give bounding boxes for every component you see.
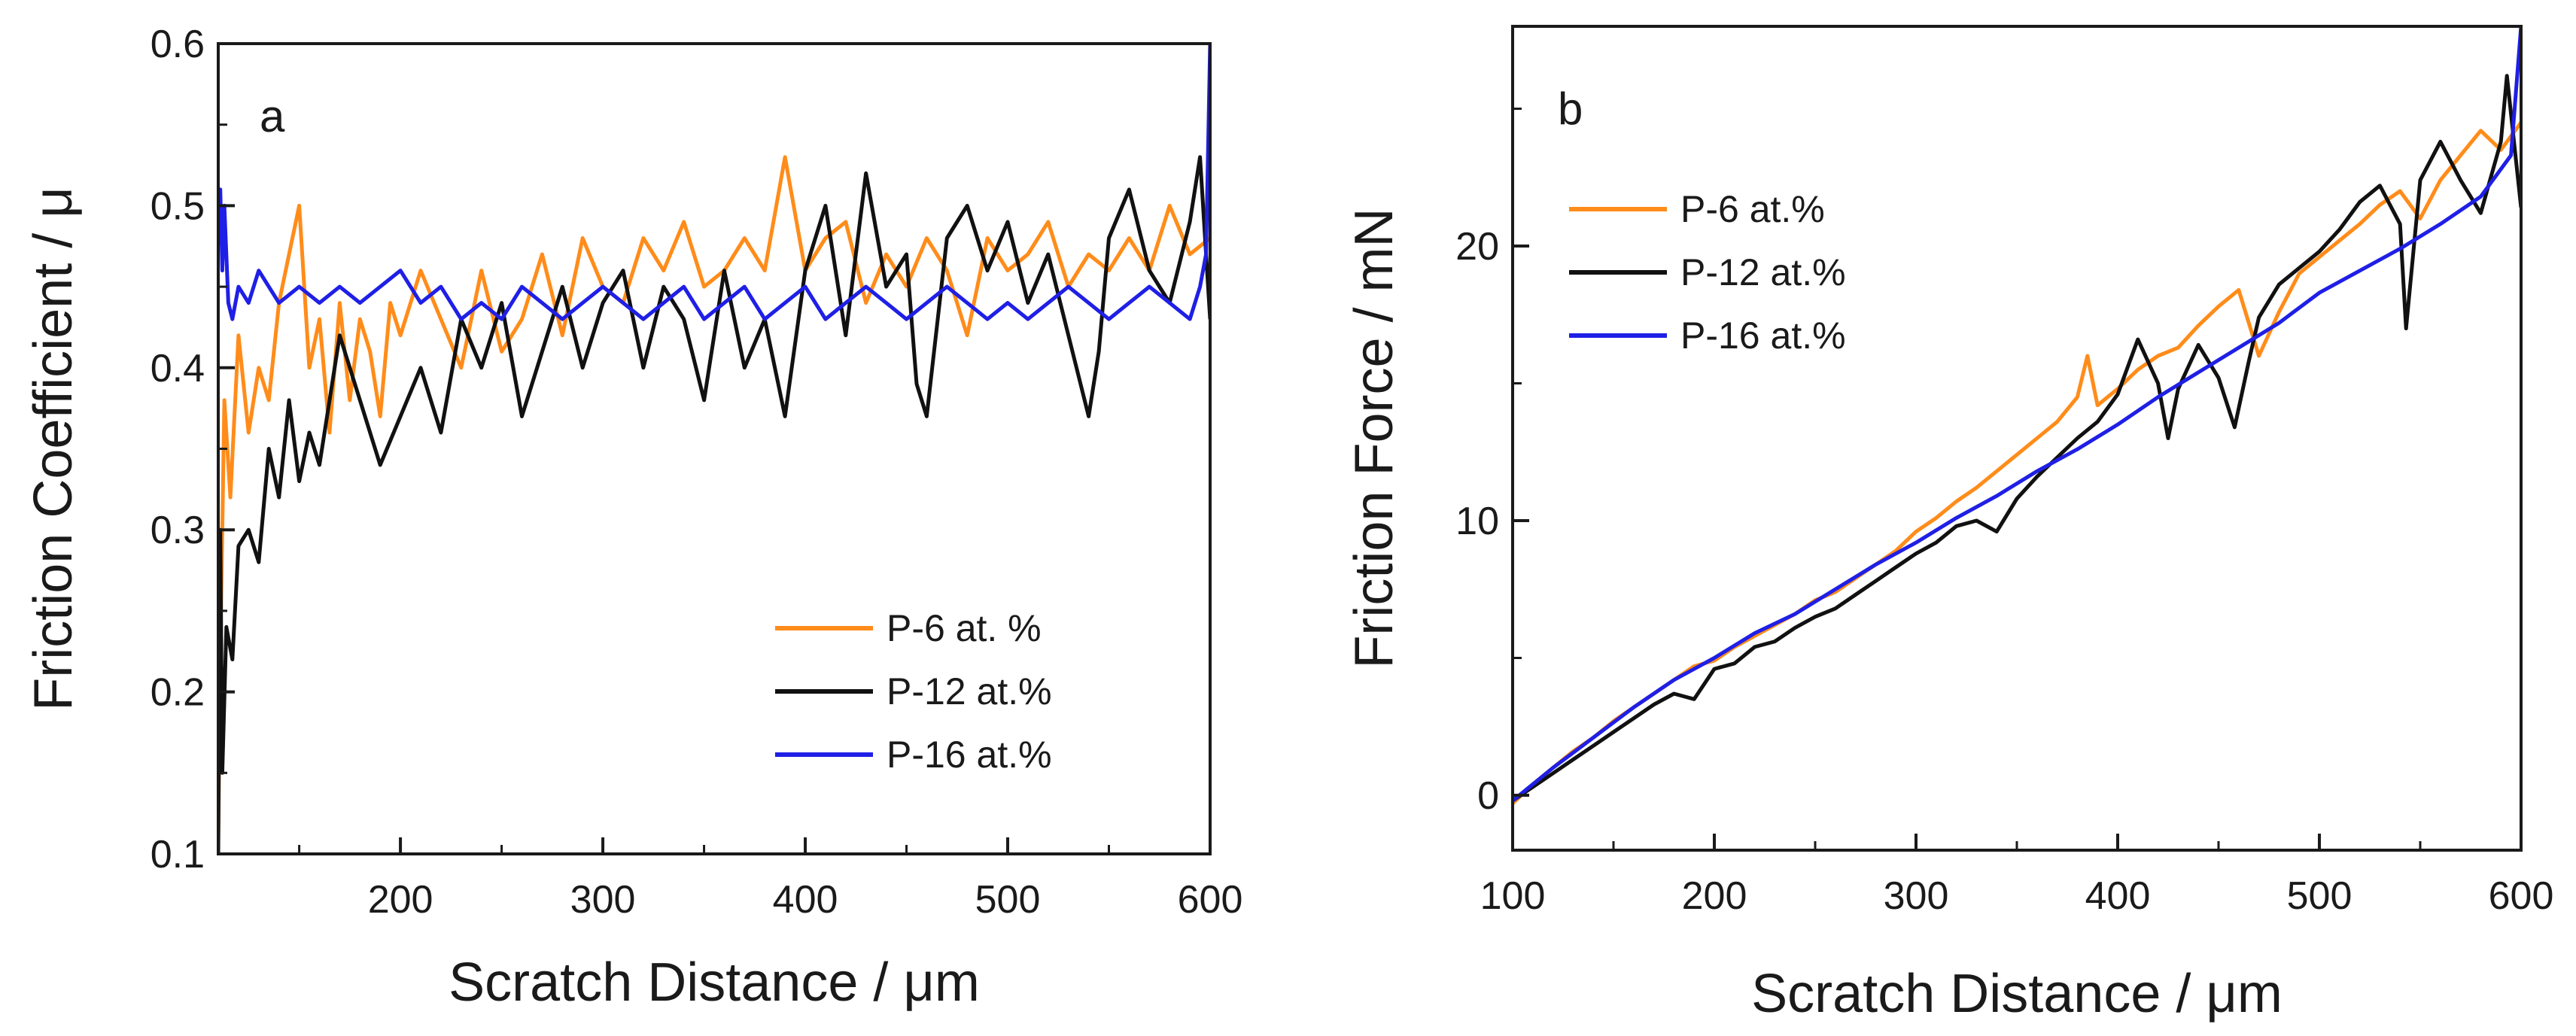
x-tick-label: 300 [570, 878, 636, 922]
series-line-1 [1513, 121, 2521, 805]
y-tick-label: 0.5 [151, 184, 205, 228]
legend-label-3: P-16 at.% [887, 734, 1052, 776]
x-tick-label: 400 [2085, 874, 2151, 918]
x-tick-label: 400 [773, 878, 838, 922]
x-tick-label: 500 [975, 878, 1041, 922]
y-tick-label: 0.4 [151, 347, 205, 390]
legend-label-1: P-6 at.% [1680, 188, 1825, 230]
series-line-2 [1513, 74, 2521, 803]
panel-label: b [1558, 84, 1583, 134]
series-line-1 [218, 155, 1210, 838]
panel-b-chart: 100 200 300 400 500 600 0 10 20 Scratch Distance … [1344, 25, 2554, 1024]
x-tick-label: 300 [1884, 874, 1949, 918]
x-tick-label: 600 [2489, 874, 2554, 918]
y-tick-label: 0.1 [151, 833, 205, 876]
legend-label-2: P-12 at.% [887, 670, 1052, 712]
panel-label: a [260, 91, 285, 141]
panel-a-chart: 200 300 400 500 600 0.1 0.2 0.3 0.4 0.5 0.6 Scratch… [23, 23, 1242, 1013]
x-tick-label: 100 [1480, 874, 1546, 918]
y-axis-title: Friction Force / mN [1344, 208, 1404, 668]
series-line-3 [1513, 26, 2521, 803]
legend-label-2: P-12 at.% [1680, 251, 1846, 293]
x-axis-title: Scratch Distance / μm [1751, 964, 2283, 1024]
y-axis-title: Friction Coefficient / μ [23, 187, 84, 710]
y-tick-label: 0.3 [151, 509, 205, 552]
x-tick-label: 200 [1682, 874, 1747, 918]
y-tick-label: 10 [1455, 500, 1499, 543]
legend-label-3: P-16 at.% [1680, 314, 1846, 357]
x-tick-label: 200 [368, 878, 433, 922]
y-tick-label: 20 [1455, 225, 1499, 269]
plot-frame [217, 42, 1212, 855]
x-axis-title: Scratch Distance / μm [449, 952, 980, 1013]
plot-frame [1511, 25, 2523, 852]
y-tick-label: 0.2 [151, 671, 205, 715]
series-line-3 [218, 44, 1210, 321]
legend-label-1: P-6 at. % [887, 607, 1042, 649]
y-tick-label: 0.6 [151, 23, 205, 66]
y-tick-label: 0 [1477, 774, 1499, 818]
series-line-2 [218, 155, 1210, 854]
x-tick-label: 500 [2287, 874, 2352, 918]
x-tick-label: 600 [1178, 878, 1243, 922]
